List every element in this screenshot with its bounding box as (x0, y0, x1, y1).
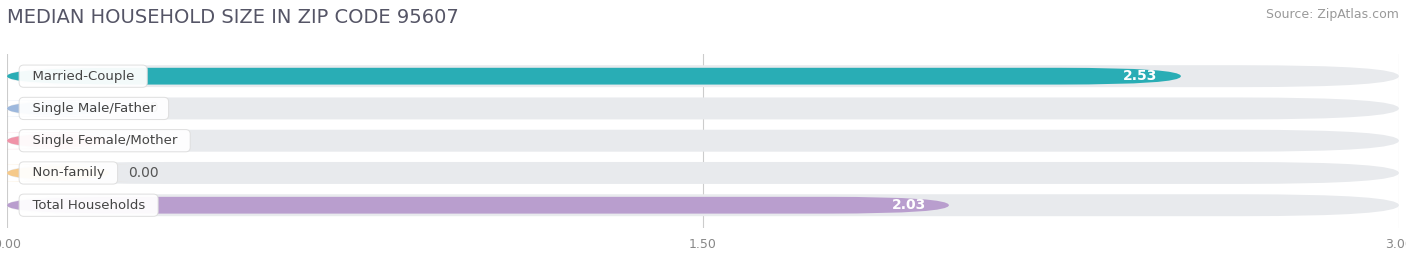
Text: 0.00: 0.00 (128, 166, 159, 180)
Text: Non-family: Non-family (24, 166, 112, 180)
Text: Single Female/Mother: Single Female/Mother (24, 134, 186, 147)
Text: Total Households: Total Households (24, 199, 153, 212)
FancyBboxPatch shape (7, 98, 1399, 120)
FancyBboxPatch shape (0, 165, 128, 181)
Text: 0.00: 0.00 (128, 134, 159, 148)
FancyBboxPatch shape (7, 68, 1181, 85)
FancyBboxPatch shape (0, 132, 128, 149)
Text: 0.00: 0.00 (128, 102, 159, 116)
FancyBboxPatch shape (7, 162, 1399, 184)
Text: Single Male/Father: Single Male/Father (24, 102, 165, 115)
FancyBboxPatch shape (7, 130, 1399, 152)
Text: Source: ZipAtlas.com: Source: ZipAtlas.com (1265, 8, 1399, 21)
Text: 2.53: 2.53 (1123, 69, 1157, 83)
FancyBboxPatch shape (7, 194, 1399, 216)
Text: 2.03: 2.03 (891, 198, 925, 212)
Text: MEDIAN HOUSEHOLD SIZE IN ZIP CODE 95607: MEDIAN HOUSEHOLD SIZE IN ZIP CODE 95607 (7, 8, 458, 27)
FancyBboxPatch shape (0, 100, 128, 117)
FancyBboxPatch shape (7, 197, 949, 214)
Text: Married-Couple: Married-Couple (24, 70, 142, 83)
FancyBboxPatch shape (7, 65, 1399, 87)
